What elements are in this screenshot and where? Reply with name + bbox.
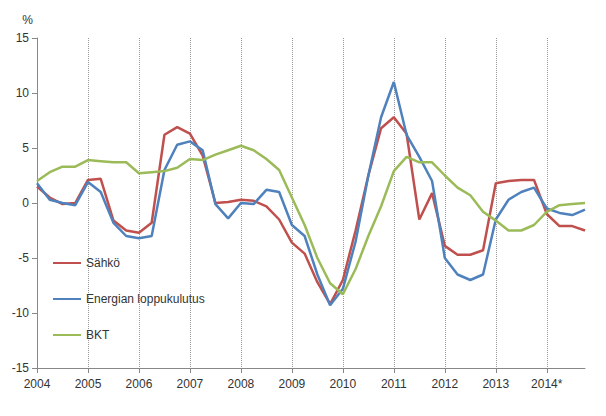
svg-text:2006: 2006: [126, 377, 153, 391]
svg-text:-5: -5: [18, 251, 29, 265]
svg-text:2007: 2007: [177, 377, 204, 391]
svg-text:-15: -15: [12, 361, 30, 375]
svg-text:2011: 2011: [381, 377, 407, 391]
svg-text:-10: -10: [12, 306, 30, 320]
svg-text:2009: 2009: [279, 377, 306, 391]
svg-text:2008: 2008: [228, 377, 255, 391]
svg-text:15: 15: [16, 31, 30, 45]
svg-text:2004: 2004: [24, 377, 51, 391]
svg-text:2013: 2013: [482, 377, 509, 391]
svg-text:2012: 2012: [431, 377, 458, 391]
svg-text:5: 5: [22, 141, 29, 155]
svg-text:10: 10: [16, 86, 30, 100]
svg-text:%: %: [22, 13, 33, 27]
svg-text:0: 0: [22, 196, 29, 210]
svg-text:Energian loppukulutus: Energian loppukulutus: [86, 292, 205, 306]
svg-text:Sähkö: Sähkö: [86, 256, 120, 270]
svg-text:2010: 2010: [330, 377, 357, 391]
svg-text:BKT: BKT: [86, 328, 110, 342]
svg-text:2014*: 2014*: [531, 377, 563, 391]
svg-text:2005: 2005: [75, 377, 102, 391]
